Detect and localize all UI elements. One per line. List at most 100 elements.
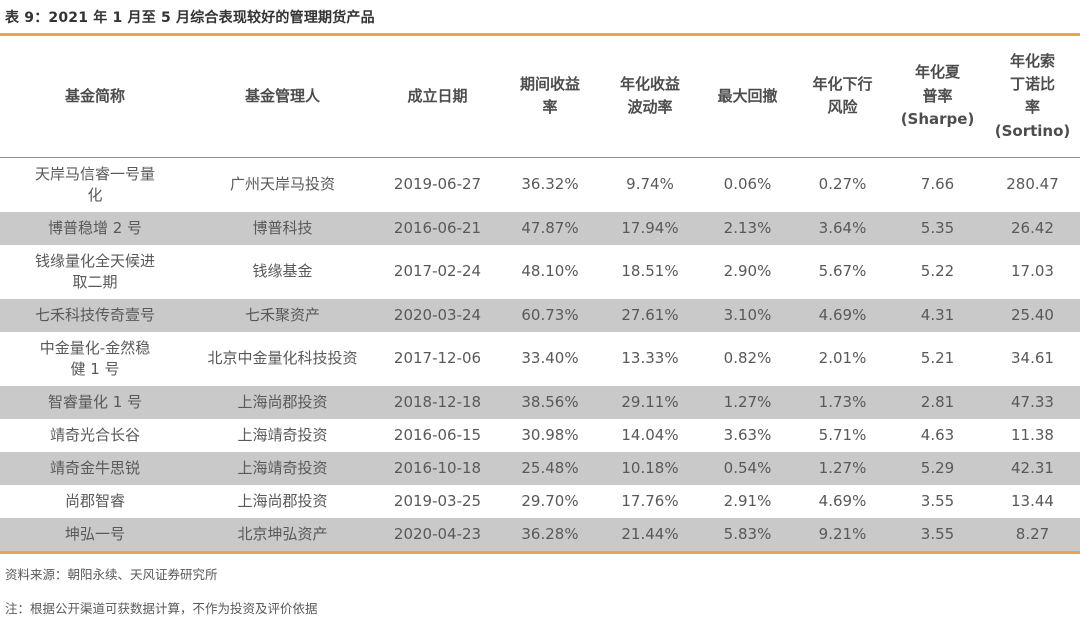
cell-ann_sharpe: 3.55 — [920, 524, 955, 543]
column-header-ann_sortino: 年化索 丁诺比 率 (Sortino) — [985, 36, 1080, 158]
cell-ann_downside_risk: 5.71% — [818, 425, 867, 444]
cell-inception_date: 2020-03-24 — [393, 305, 482, 324]
cell-ann_sortino: 17.03 — [1011, 262, 1054, 280]
cell-manager: 上海靖奇投资 — [237, 458, 328, 477]
cell-ann_downside_risk: 4.69% — [818, 305, 867, 324]
column-header-ann_volatility: 年化收益 波动率 — [600, 36, 700, 158]
cell-ann_sharpe: 5.22 — [920, 262, 955, 280]
cell-period_return: 36.28% — [521, 524, 579, 543]
cell-ann_sortino: 280.47 — [1006, 175, 1059, 193]
column-header-inception_date: 成立日期 — [375, 36, 500, 158]
cell-ann_sortino: 26.42 — [1011, 218, 1054, 237]
cell-ann_sharpe: 5.29 — [920, 458, 955, 477]
cell-fund_name: 靖奇金牛思锐 — [49, 458, 140, 477]
accent-divider-top — [0, 33, 1080, 36]
cell-manager: 博普科技 — [252, 218, 313, 237]
cell-inception_date: 2016-06-15 — [393, 425, 482, 444]
cell-period_return: 36.32% — [521, 175, 579, 193]
cell-ann_volatility: 21.44% — [621, 524, 679, 543]
column-header-manager: 基金管理人 — [190, 36, 375, 158]
cell-period_return: 25.48% — [521, 458, 579, 477]
table-row: 坤弘一号 北京坤弘资产 2020-04-23 36.28% 21.44% 5.83% 9.2… — [0, 517, 1080, 551]
cell-fund_name: 靖奇光合长谷 — [49, 425, 140, 444]
cell-ann_sharpe: 5.21 — [920, 349, 955, 367]
table-row: 博普稳增 2 号 博普科技 2016-06-21 47.87% 17.94% 2.13% 3… — [0, 211, 1080, 245]
cell-manager: 七禾聚资产 — [244, 305, 320, 324]
cell-max_drawdown: 0.06% — [723, 175, 772, 193]
table-row: 尚郡智睿 上海尚郡投资 2019-03-25 29.70% 17.76% 2.91% 4.6… — [0, 485, 1080, 518]
cell-ann_downside_risk: 9.21% — [818, 524, 867, 543]
cell-inception_date: 2016-10-18 — [393, 458, 482, 477]
cell-period_return: 60.73% — [521, 305, 579, 324]
cell-manager: 广州天岸马投资 — [229, 175, 335, 193]
disclaimer-note: 注：根据公开渠道可获数据计算，不作为投资及评价依据 — [5, 600, 318, 616]
cell-fund_name: 智睿量化 1 号 — [47, 392, 143, 411]
cell-ann_sortino: 11.38 — [1011, 425, 1054, 444]
cell-ann_volatility: 18.51% — [621, 262, 679, 280]
cell-ann_volatility: 29.11% — [621, 392, 679, 411]
cell-ann_downside_risk: 2.01% — [818, 349, 867, 367]
cell-ann_sharpe: 4.31 — [920, 305, 955, 324]
cell-ann_downside_risk: 0.27% — [818, 175, 867, 193]
cell-ann_sharpe: 4.63 — [920, 425, 955, 444]
table-row: 靖奇光合长谷 上海靖奇投资 2016-06-15 30.98% 14.04% 3.63% 5… — [0, 419, 1080, 452]
cell-fund_name: 坤弘一号 — [64, 524, 125, 543]
cell-period_return: 38.56% — [521, 392, 579, 411]
cell-manager: 上海尚郡投资 — [237, 392, 328, 411]
cell-inception_date: 2017-12-06 — [393, 349, 482, 367]
cell-ann_volatility: 17.76% — [621, 491, 679, 510]
cell-fund_name: 七禾科技传奇壹号 — [34, 305, 155, 324]
source-note: 资料来源：朝阳永续、天风证券研究所 — [5, 566, 218, 582]
cell-ann_volatility: 9.74% — [626, 175, 674, 193]
column-header-period_return: 期间收益 率 — [500, 36, 600, 158]
column-header-max_drawdown: 最大回撤 — [700, 36, 795, 158]
cell-fund_name: 尚郡智睿 — [64, 491, 125, 510]
table-body: 天岸马信睿一号量 化 广州天岸马投资 2019-06-27 36.32% 9.74% 0.… — [0, 157, 1080, 551]
table-header-row: 基金简称 基金管理人 成立日期 期间收益 率年化收益 波动率 最大回撤 年化下行 风险 年化… — [0, 36, 1080, 158]
cell-period_return: 48.10% — [521, 262, 579, 280]
cell-ann_sortino: 13.44 — [1011, 491, 1054, 510]
table-title: 表 9：2021 年 1 月至 5 月综合表现较好的管理期货产品 — [5, 10, 375, 26]
cell-ann_volatility: 17.94% — [621, 218, 679, 237]
cell-max_drawdown: 5.83% — [723, 524, 772, 543]
cell-ann_sharpe: 5.35 — [920, 218, 955, 237]
cell-inception_date: 2019-06-27 — [393, 175, 482, 193]
column-header-fund_name: 基金简称 — [0, 36, 190, 158]
cell-period_return: 33.40% — [521, 349, 579, 367]
cell-ann_downside_risk: 1.27% — [818, 458, 867, 477]
cell-ann_downside_risk: 1.73% — [818, 392, 867, 411]
cell-max_drawdown: 1.27% — [723, 392, 772, 411]
cell-max_drawdown: 3.63% — [723, 425, 772, 444]
column-header-ann_downside_risk: 年化下行 风险 — [795, 36, 890, 158]
cell-ann_volatility: 10.18% — [621, 458, 679, 477]
cell-max_drawdown: 0.82% — [723, 349, 772, 367]
cell-ann_downside_risk: 4.69% — [818, 491, 867, 510]
cell-ann_volatility: 27.61% — [621, 305, 679, 324]
table-row: 钱缘量化全天候进 取二期 钱缘基金 2017-02-24 48.10% 18.51% 2.… — [0, 245, 1080, 299]
cell-max_drawdown: 2.90% — [723, 262, 772, 280]
cell-ann_volatility: 13.33% — [621, 349, 679, 367]
cell-ann_sortino: 47.33 — [1011, 392, 1054, 411]
table-row: 天岸马信睿一号量 化 广州天岸马投资 2019-06-27 36.32% 9.74% 0.… — [0, 157, 1080, 212]
cell-ann_sortino: 42.31 — [1011, 458, 1054, 477]
cell-fund_name: 中金量化-金然稳 健 1 号 — [39, 338, 151, 378]
table-row: 中金量化-金然稳 健 1 号 北京中金量化科技投资 2017-12-06 33.40%… — [0, 332, 1080, 386]
cell-manager: 北京坤弘资产 — [237, 524, 328, 543]
cell-max_drawdown: 2.13% — [723, 218, 772, 237]
cell-inception_date: 2018-12-18 — [393, 392, 482, 411]
cell-period_return: 30.98% — [521, 425, 579, 444]
cell-max_drawdown: 2.91% — [723, 491, 772, 510]
cell-ann_downside_risk: 5.67% — [818, 262, 867, 280]
cell-ann_sharpe: 2.81 — [920, 392, 955, 411]
column-header-ann_sharpe: 年化夏 普率 (Sharpe) — [890, 36, 985, 158]
table-header: 基金简称 基金管理人 成立日期 期间收益 率年化收益 波动率 最大回撤 年化下行 风险 年化… — [0, 36, 1080, 158]
cell-max_drawdown: 0.54% — [723, 458, 772, 477]
cell-inception_date: 2020-04-23 — [393, 524, 482, 543]
cell-fund_name: 天岸马信睿一号量 化 — [34, 164, 155, 204]
cell-period_return: 29.70% — [521, 491, 579, 510]
cell-fund_name: 钱缘量化全天候进 取二期 — [34, 251, 155, 291]
accent-divider-bottom — [0, 550, 1080, 554]
cell-ann_volatility: 14.04% — [621, 425, 679, 444]
cell-ann_sortino: 8.27 — [1015, 524, 1050, 543]
